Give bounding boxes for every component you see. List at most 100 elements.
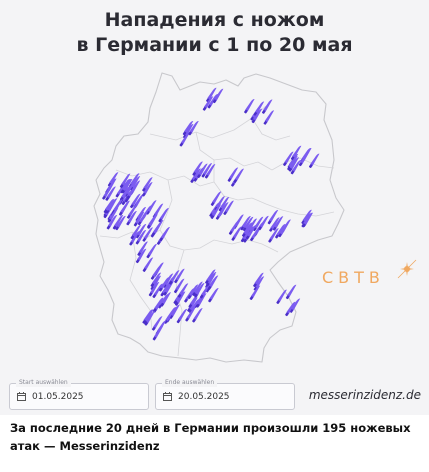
knife-marker bbox=[119, 186, 131, 201]
knife-marker bbox=[244, 99, 255, 114]
knife-marker bbox=[278, 222, 289, 238]
knife-marker bbox=[205, 269, 216, 284]
knife-marker bbox=[223, 200, 234, 216]
knife-marker bbox=[202, 96, 214, 111]
knife-marker bbox=[133, 212, 145, 227]
knife-marker bbox=[119, 173, 131, 189]
knife-marker bbox=[250, 226, 261, 242]
knife-marker bbox=[275, 224, 286, 239]
knife-marker bbox=[150, 272, 162, 288]
caption: За последние 20 дней в Германии произошл… bbox=[10, 421, 411, 453]
knife-marker bbox=[163, 281, 174, 296]
knife-marker bbox=[115, 183, 127, 198]
knife-marker bbox=[241, 222, 253, 237]
knife-marker bbox=[142, 182, 153, 197]
knife-marker bbox=[160, 292, 171, 307]
knife-marker bbox=[152, 297, 164, 313]
knife-marker bbox=[197, 163, 208, 179]
knife-marker bbox=[159, 226, 170, 242]
star-icon bbox=[397, 259, 417, 279]
start-date-label: Start auswählen bbox=[16, 378, 71, 387]
knife-marker bbox=[129, 231, 140, 246]
start-date-field[interactable]: Start auswählen 01.05.2025 bbox=[9, 378, 149, 410]
knife-marker bbox=[210, 191, 222, 206]
knife-marker bbox=[228, 220, 240, 235]
knife-marker bbox=[199, 284, 211, 299]
knife-marker bbox=[130, 193, 141, 209]
knife-marker bbox=[126, 210, 137, 226]
source-site-label: messerinzidenz.de bbox=[308, 388, 421, 402]
knife-marker bbox=[276, 289, 287, 305]
knife-marker bbox=[150, 265, 162, 280]
knife-marker bbox=[148, 281, 160, 297]
watermark-logo: СВТВ bbox=[322, 268, 385, 287]
knife-marker bbox=[301, 212, 313, 228]
end-date-label: Ende auswählen bbox=[162, 378, 218, 387]
knife-marker bbox=[215, 205, 227, 220]
knife-marker bbox=[231, 226, 242, 241]
knife-marker bbox=[258, 215, 269, 231]
knife-marker bbox=[158, 277, 170, 292]
knife-marker bbox=[137, 241, 148, 256]
knife-marker bbox=[182, 120, 194, 136]
knife-marker bbox=[160, 281, 171, 297]
knife-marker bbox=[298, 151, 310, 167]
knife-marker bbox=[269, 217, 280, 232]
knife-marker bbox=[288, 157, 300, 172]
knife-marker bbox=[152, 326, 164, 341]
knife-marker bbox=[126, 204, 138, 219]
knife-marker bbox=[135, 230, 147, 245]
knife-marker bbox=[249, 285, 261, 301]
knife-marker bbox=[263, 110, 275, 125]
knife-marker bbox=[151, 221, 163, 237]
end-date-value: 20.05.2025 bbox=[178, 392, 230, 402]
knife-marker bbox=[137, 210, 149, 226]
knife-marker bbox=[283, 151, 294, 167]
knife-marker bbox=[204, 164, 216, 179]
knife-marker bbox=[151, 316, 163, 331]
map-infographic: Нападения с ножом в Германии с 1 по 20 м… bbox=[0, 0, 429, 415]
knife-marker bbox=[208, 287, 219, 303]
knife-marker bbox=[201, 163, 213, 178]
knife-marker bbox=[120, 178, 132, 194]
knife-marker bbox=[233, 168, 244, 184]
knife-marker bbox=[185, 307, 196, 322]
knife-marker bbox=[261, 99, 273, 114]
knife-marker bbox=[268, 228, 279, 243]
knife-marker bbox=[107, 208, 119, 223]
knife-marker bbox=[267, 209, 279, 225]
calendar-icon bbox=[17, 392, 26, 401]
knife-marker bbox=[245, 225, 257, 240]
knife-marker bbox=[126, 184, 138, 200]
knife-marker bbox=[192, 308, 203, 323]
knife-marker bbox=[102, 185, 113, 200]
knife-marker bbox=[177, 283, 189, 298]
knife-marker bbox=[146, 243, 157, 259]
knife-marker bbox=[187, 284, 199, 299]
knife-marker bbox=[103, 198, 115, 214]
knife-marker bbox=[210, 204, 222, 219]
knife-marker bbox=[227, 167, 239, 182]
knife-marker bbox=[142, 227, 153, 242]
knife-marker bbox=[158, 207, 169, 223]
knife-marker bbox=[174, 268, 185, 284]
knife-marker bbox=[212, 88, 224, 104]
knife-marker bbox=[253, 272, 264, 288]
knife-marker bbox=[192, 161, 203, 176]
knife-marker bbox=[207, 275, 219, 290]
knife-marker bbox=[251, 108, 263, 124]
knife-marker bbox=[142, 257, 154, 272]
knife-marker bbox=[112, 215, 124, 230]
map-title: Нападения с ножом в Германии с 1 по 20 м… bbox=[76, 9, 353, 56]
knife-marker bbox=[285, 284, 297, 300]
start-date-value: 01.05.2025 bbox=[32, 392, 84, 402]
knife-marker bbox=[106, 215, 118, 230]
calendar-icon bbox=[163, 392, 172, 401]
germany-map bbox=[93, 72, 417, 363]
knife-marker bbox=[194, 283, 205, 298]
knife-marker bbox=[152, 283, 163, 299]
attack-markers bbox=[102, 87, 320, 341]
knife-marker bbox=[285, 301, 296, 317]
knife-marker bbox=[143, 309, 154, 325]
end-date-field[interactable]: Ende auswählen 20.05.2025 bbox=[155, 378, 295, 410]
